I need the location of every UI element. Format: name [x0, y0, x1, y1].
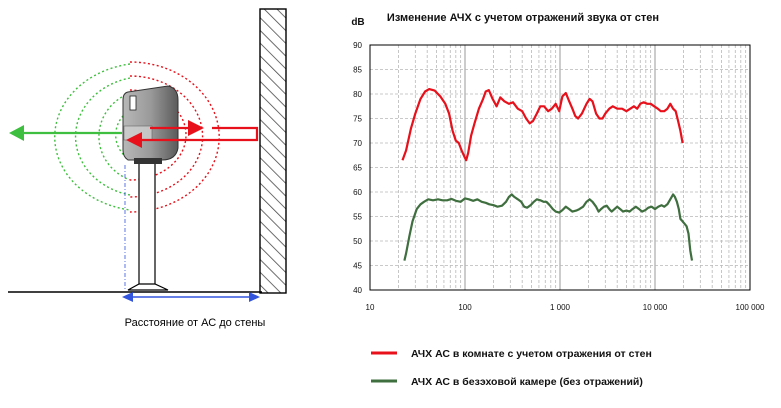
- y-tick-label: 90: [353, 41, 362, 50]
- direct-wave-3: [74, 77, 131, 196]
- reflected-wave-4: [129, 61, 220, 213]
- legend-item-room: АЧХ АС в комнате с учетом отражения от с…: [371, 348, 652, 360]
- y-tick-label: 70: [353, 139, 362, 148]
- series-lines: [401, 88, 694, 261]
- legend-label-anechoic: АЧХ АС в безэховой камере (без отражений…: [411, 376, 643, 388]
- arrow-right-icon: [126, 120, 259, 148]
- x-tick-label: 1 000: [550, 303, 571, 312]
- y-tick-label: 75: [353, 115, 362, 124]
- y-tick-labels: 40 45 50 55 60 65 70 75 80 85 90: [353, 41, 362, 295]
- series-line-anechoic: [403, 193, 694, 261]
- x-tick-label: 100: [458, 303, 472, 312]
- legend-item-anechoic: АЧХ АС в безэховой камере (без отражений…: [371, 376, 643, 388]
- y-tick-label: 40: [353, 286, 362, 295]
- direct-wave-4: [54, 63, 131, 211]
- x-tick-label: 10: [366, 303, 375, 312]
- x-tick-label: 100 000: [736, 303, 765, 312]
- x-tick-labels: 10 100 1 000 10 000 100 000: [366, 303, 765, 312]
- y-axis-label: dB: [351, 17, 364, 28]
- y-tick-label: 55: [353, 213, 362, 222]
- legend: АЧХ АС в комнате с учетом отражения от с…: [371, 348, 652, 388]
- plot-area-frame: [369, 44, 751, 291]
- series-line-room: [401, 88, 684, 162]
- x-tick-label: 10 000: [643, 303, 668, 312]
- frequency-response-chart: Изменение АЧХ с учетом отражений звука о…: [351, 12, 765, 388]
- diagram-caption: Расстояние от АС до стены: [125, 317, 266, 329]
- chart-title: Изменение АЧХ с учетом отражений звука о…: [387, 12, 659, 24]
- reflected-wave-3: [129, 75, 204, 198]
- y-tick-label: 85: [353, 66, 362, 75]
- speaker-wall-diagram: Расстояние от АС до стены: [8, 8, 287, 329]
- double-arrow-icon: [122, 292, 260, 302]
- y-tick-label: 60: [353, 188, 362, 197]
- y-tick-label: 50: [353, 237, 362, 246]
- y-tick-label: 80: [353, 90, 362, 99]
- speaker-on-stand-icon: [122, 85, 179, 164]
- chart-grid: [370, 45, 750, 290]
- arrow-left-icon: [9, 125, 122, 141]
- legend-label-room: АЧХ АС в комнате с учетом отражения от с…: [411, 348, 652, 360]
- sound-wave-icon: [54, 63, 131, 211]
- y-tick-label: 45: [353, 262, 362, 271]
- y-tick-label: 65: [353, 164, 362, 173]
- wall-hatched-icon: [259, 8, 287, 294]
